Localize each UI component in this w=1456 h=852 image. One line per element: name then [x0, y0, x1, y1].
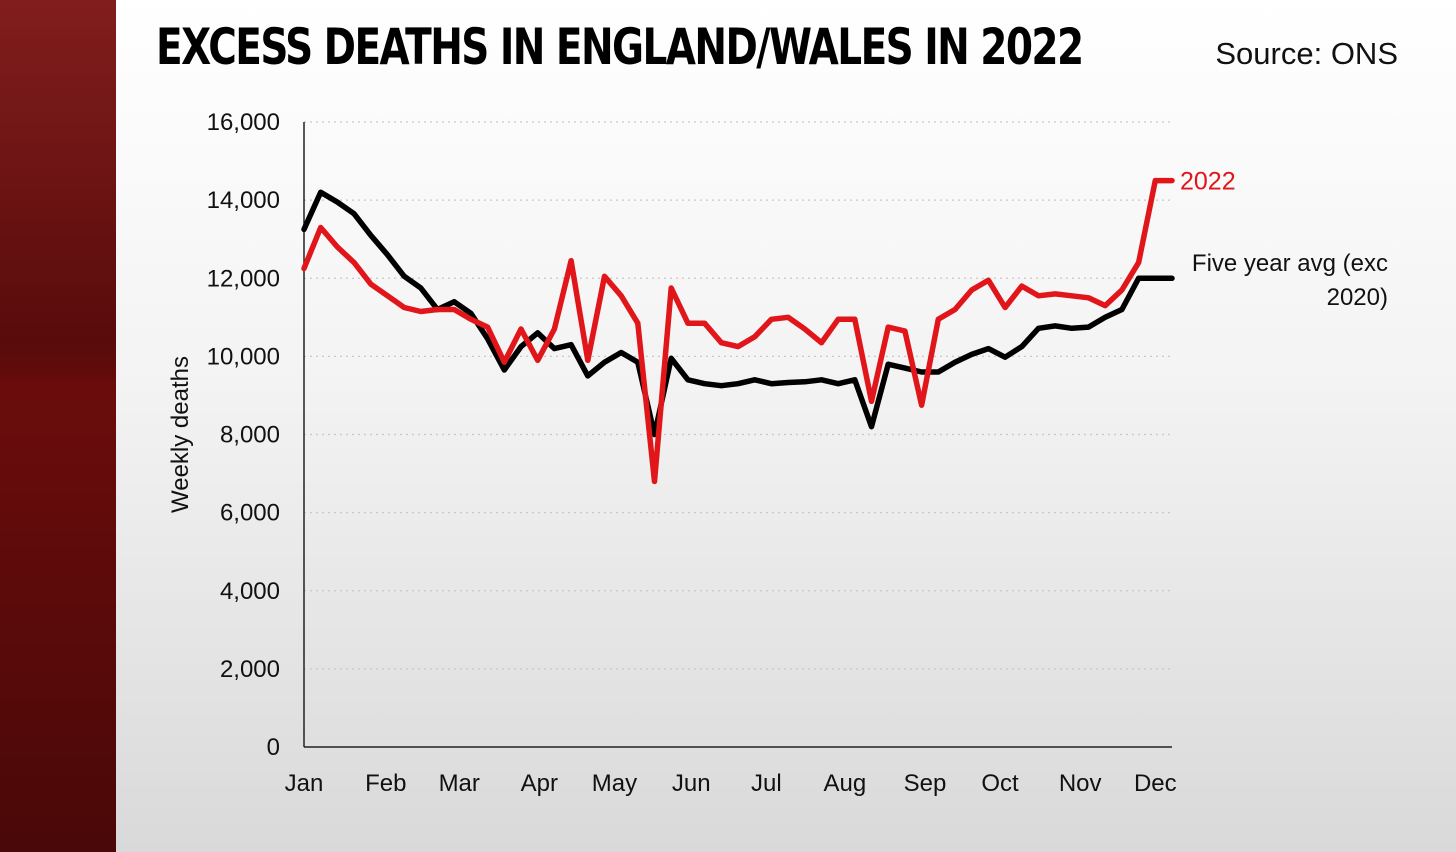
series-five-year-avg-line	[301, 189, 1175, 438]
brand-side-bar	[0, 0, 116, 852]
x-tick-label: Oct	[981, 770, 1019, 797]
y-tick-label: 10,000	[207, 343, 280, 370]
x-tick-label: May	[592, 770, 637, 797]
x-tick-label: Dec	[1134, 770, 1177, 797]
y-tick-label: 14,000	[207, 187, 280, 214]
x-tick-label: Feb	[365, 770, 406, 797]
x-tick-label: Jun	[672, 770, 711, 797]
x-tick-label: Jul	[751, 770, 782, 797]
x-tick-label: Mar	[439, 770, 480, 797]
y-tick-label: 6,000	[220, 500, 280, 527]
side-bar-shade	[0, 0, 116, 380]
x-tick-label: Apr	[521, 770, 558, 797]
y-tick-label: 4,000	[220, 578, 280, 605]
y-axis-label: Weekly deaths	[167, 356, 194, 513]
x-tick-label: Aug	[823, 770, 866, 797]
y-tick-label: 2,000	[220, 656, 280, 683]
y-tick-label: 12,000	[207, 265, 280, 292]
y-tick-label: 16,000	[207, 109, 280, 136]
series-2022-line	[301, 177, 1175, 485]
series-2022-label: 2022	[1180, 168, 1236, 196]
x-tick-label: Nov	[1059, 770, 1102, 797]
chart-title: EXCESS DEATHS IN ENGLAND/WALES IN 2022	[156, 18, 1084, 76]
label-layer: 2022 Five year avg (exc 2020)	[1180, 168, 1388, 311]
x-tick-label: Jan	[285, 770, 324, 797]
source-label: Source: ONS	[1215, 36, 1398, 71]
series-layer	[301, 177, 1175, 485]
grid-layer	[304, 121, 1172, 670]
y-tick-label: 8,000	[220, 422, 280, 449]
series-five-year-avg-label-line: Five year avg (exc	[1192, 250, 1388, 277]
x-tick-label: Sep	[904, 770, 947, 797]
series-five-year-avg-label-line: 2020)	[1327, 284, 1388, 311]
series-five-year-avg-label: Five year avg (exc 2020)	[1192, 250, 1388, 311]
y-tick-label: 0	[267, 734, 280, 761]
axis-layer: 0 2,000 4,000 6,000 8,000 10,000 12,000 14,000 1…	[167, 109, 1177, 797]
